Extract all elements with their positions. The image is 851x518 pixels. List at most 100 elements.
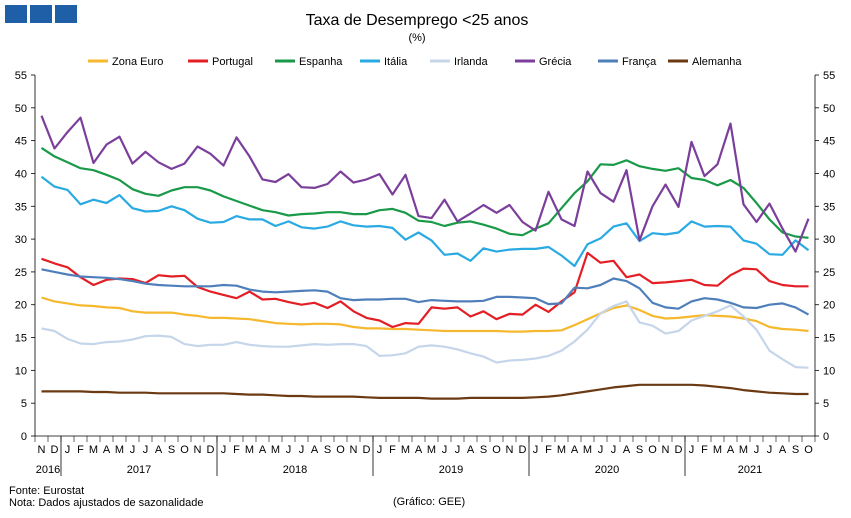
- legend-label-portugal: Portugal: [212, 56, 253, 68]
- logo-squares-icon: [5, 5, 77, 23]
- x-tick-label-month: A: [727, 444, 735, 456]
- x-tick-label-month: D: [675, 444, 683, 456]
- x-tick-label-month: J: [598, 444, 604, 456]
- x-tick-label-month: D: [519, 444, 527, 456]
- y-tick-label-left: 55: [15, 70, 27, 82]
- series-line-portugal: [41, 251, 809, 329]
- series-line-fran-a: [41, 268, 810, 316]
- series-line-zona-euro: [41, 296, 809, 333]
- x-tick-label-month: S: [636, 444, 643, 456]
- y-tick-label-left: 50: [15, 103, 27, 115]
- x-tick-label-month: O: [648, 444, 657, 456]
- x-tick-label-month: J: [689, 444, 695, 456]
- x-tick-label-month: O: [804, 444, 813, 456]
- x-tick-label-year: 2017: [127, 464, 151, 476]
- legend-label-alemanha: Alemanha: [692, 56, 742, 68]
- y-tick-label-right: 20: [823, 300, 835, 312]
- x-tick-label-month: D: [51, 444, 59, 456]
- x-tick-label-year: 2021: [738, 464, 762, 476]
- x-tick-label-month: D: [363, 444, 371, 456]
- y-tick-label-left: 5: [21, 398, 27, 410]
- x-tick-label-month: F: [233, 444, 240, 456]
- x-tick-label-month: N: [506, 444, 514, 456]
- legend-label-gr-cia: Grécia: [539, 56, 572, 68]
- y-tick-label-right: 40: [823, 168, 835, 180]
- x-tick-label-year: 2020: [595, 464, 619, 476]
- x-tick-label-month: M: [401, 444, 410, 456]
- x-tick-label-month: A: [311, 444, 319, 456]
- series-line-alemanha: [41, 383, 809, 400]
- series-line-irlanda: [41, 300, 809, 369]
- x-tick-label-month: M: [427, 444, 436, 456]
- x-tick-label-month: J: [377, 444, 383, 456]
- x-tick-label-month: A: [415, 444, 423, 456]
- y-tick-label-right: 5: [823, 398, 829, 410]
- y-tick-label-right: 15: [823, 333, 835, 345]
- y-tick-label-left: 40: [15, 168, 27, 180]
- series-line-gr-cia: [40, 115, 810, 253]
- logo-square-2: [30, 5, 52, 23]
- x-tick-label-month: M: [557, 444, 566, 456]
- x-tick-label-month: J: [455, 444, 461, 456]
- x-tick-label-month: N: [350, 444, 358, 456]
- y-tick-label-left: 15: [15, 333, 27, 345]
- x-tick-label-month: O: [492, 444, 501, 456]
- y-tick-label-right: 0: [823, 431, 829, 443]
- chart-credit: (Gráfico: GEE): [393, 496, 466, 508]
- x-tick-label-month: M: [713, 444, 722, 456]
- x-tick-label-year: 2019: [439, 464, 463, 476]
- series-line-espanha: [40, 146, 809, 239]
- x-tick-label-month: M: [89, 444, 98, 456]
- y-tick-label-left: 45: [15, 136, 27, 148]
- x-tick-label-month: S: [480, 444, 487, 456]
- x-tick-label-month: J: [767, 444, 773, 456]
- y-tick-label-right: 35: [823, 201, 835, 213]
- y-tick-label-left: 20: [15, 300, 27, 312]
- legend-label-espanha: Espanha: [299, 56, 343, 68]
- x-tick-label-month: J: [754, 444, 760, 456]
- x-tick-label-month: S: [792, 444, 799, 456]
- y-tick-label-right: 45: [823, 136, 835, 148]
- x-tick-label-year: 2018: [283, 464, 307, 476]
- x-tick-label-month: J: [533, 444, 539, 456]
- source-note: Fonte: Eurostat: [9, 485, 85, 497]
- x-tick-label-month: J: [221, 444, 227, 456]
- chart-legend: Zona Euro Portugal Espanha Itália Irlanda Gré…: [88, 56, 742, 68]
- x-tick-label-month: A: [259, 444, 267, 456]
- y-tick-label-right: 25: [823, 267, 835, 279]
- x-tick-label-month: F: [701, 444, 708, 456]
- y-tick-label-left: 25: [15, 267, 27, 279]
- x-tick-label-month: A: [103, 444, 111, 456]
- x-tick-label-month: J: [299, 444, 305, 456]
- y-tick-label-left: 10: [15, 365, 27, 377]
- x-tick-label-month: J: [286, 444, 292, 456]
- x-tick-label-month: J: [442, 444, 448, 456]
- x-tick-label-month: O: [336, 444, 345, 456]
- legend-label-fran-a: França: [622, 56, 657, 68]
- x-tick-label-month: F: [77, 444, 84, 456]
- seasonal-adjustment-note: Nota: Dados ajustados de sazonalidade: [9, 497, 204, 509]
- x-tick-label-month: M: [583, 444, 592, 456]
- x-tick-label-month: F: [545, 444, 552, 456]
- x-tick-label-month: D: [207, 444, 215, 456]
- x-tick-label-month: A: [623, 444, 631, 456]
- x-tick-label-month: S: [324, 444, 331, 456]
- x-tick-label-month: S: [168, 444, 175, 456]
- legend-label-it-lia: Itália: [384, 56, 408, 68]
- x-tick-label-month: M: [115, 444, 124, 456]
- legend-label-zona-euro: Zona Euro: [112, 56, 163, 68]
- y-tick-label-right: 10: [823, 365, 835, 377]
- x-tick-label-month: J: [65, 444, 71, 456]
- chart-title: Taxa de Desemprego <25 anos: [306, 12, 529, 29]
- x-tick-label-month: A: [155, 444, 163, 456]
- y-tick-label-left: 30: [15, 234, 27, 246]
- x-tick-label-month: F: [389, 444, 396, 456]
- x-tick-label-month: M: [245, 444, 254, 456]
- y-tick-label-right: 30: [823, 234, 835, 246]
- y-tick-label-left: 0: [21, 431, 27, 443]
- y-tick-label-right: 55: [823, 70, 835, 82]
- x-tick-label-month: A: [571, 444, 579, 456]
- x-tick-label-month: M: [271, 444, 280, 456]
- x-tick-label-month: J: [143, 444, 149, 456]
